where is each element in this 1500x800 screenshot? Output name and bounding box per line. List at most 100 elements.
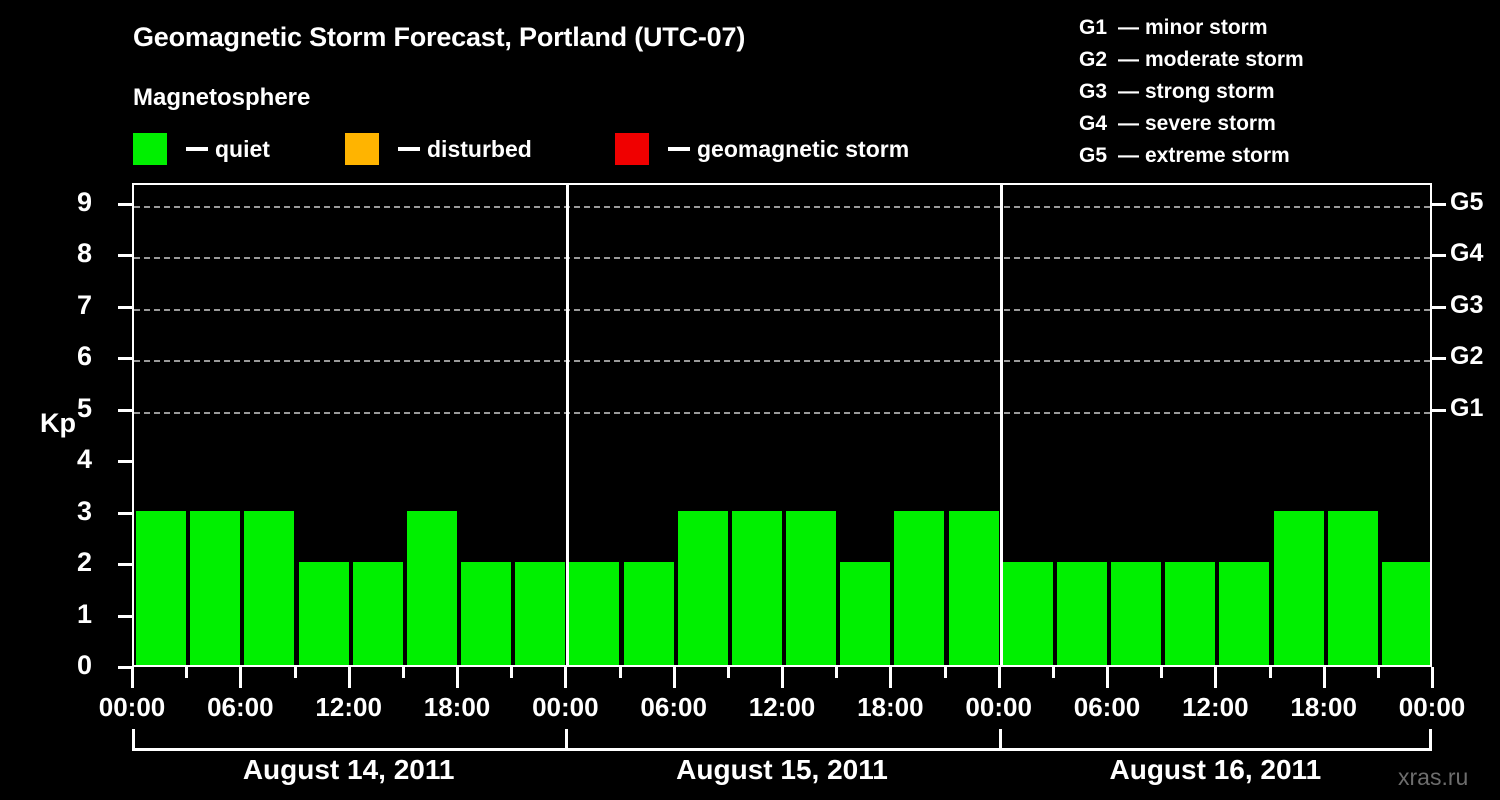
quiet-swatch	[133, 133, 167, 165]
day-bracket-tick	[565, 729, 569, 751]
g-legend-code: G5	[1079, 144, 1108, 167]
day-bracket-tick	[998, 729, 1002, 751]
y-tick-label-7: 7	[76, 289, 92, 320]
day-label: August 15, 2011	[676, 754, 888, 785]
bar-kp	[515, 562, 565, 665]
y2-tick-mark-g4	[1432, 254, 1446, 258]
g-legend-code: G3	[1079, 80, 1108, 103]
bar-kp	[299, 562, 349, 665]
day-label: August 16, 2011	[1109, 754, 1322, 785]
day-label: August 14, 2011	[242, 754, 455, 785]
page-title: Geomagnetic Storm Forecast, Portland (UT…	[133, 22, 746, 52]
day-bracket-line	[132, 748, 1432, 751]
bar-kp	[407, 510, 457, 665]
y-tick-mark-8	[118, 254, 132, 258]
y-tick-label-5: 5	[76, 392, 92, 423]
g-legend-description: strong storm	[1145, 80, 1275, 103]
gridline-kp-6	[134, 360, 1430, 363]
day-divider	[999, 185, 1003, 665]
x-tick-label: 00:00	[98, 692, 166, 722]
g-legend-code: G2	[1079, 48, 1108, 71]
bar-kp	[1328, 510, 1378, 665]
x-tick-mark-major	[672, 667, 676, 688]
y2-tick-label-g4: G4	[1450, 239, 1484, 268]
g-legend-row-g1: G1 — minor storm	[1079, 12, 1304, 44]
x-tick-mark-major	[564, 667, 568, 688]
bar-kp	[136, 510, 186, 665]
bar-kp	[1111, 562, 1161, 665]
x-tick-mark-major	[1431, 667, 1434, 688]
y-tick-mark-1	[118, 614, 132, 618]
y2-tick-mark-g5	[1432, 202, 1446, 206]
x-tick-label: 12:00	[315, 692, 382, 722]
bar-kp	[190, 510, 240, 665]
y-tick-mark-7	[118, 305, 132, 309]
x-tick-mark-minor	[510, 667, 514, 678]
y2-tick-label-g3: G3	[1450, 290, 1484, 319]
x-tick-mark-minor	[943, 667, 947, 678]
legend-label: geomagnetic storm	[697, 135, 910, 162]
bar-kp	[1057, 562, 1107, 665]
x-tick-mark-major	[997, 667, 1001, 688]
y-tick-mark-2	[118, 563, 132, 567]
y2-tick-label-g2: G2	[1450, 342, 1484, 371]
y-tick-mark-6	[118, 357, 132, 361]
y-tick-mark-0	[118, 666, 132, 669]
g-legend-description: moderate storm	[1145, 48, 1304, 71]
legend-entry-quiet: quiet	[133, 132, 270, 166]
y2-tick-mark-g3	[1432, 305, 1446, 309]
x-tick-label: 06:00	[640, 692, 707, 722]
x-tick-mark-minor	[726, 667, 730, 678]
bar-kp	[894, 510, 944, 665]
x-tick-label: 00:00	[532, 692, 599, 722]
bar-kp	[1165, 562, 1215, 665]
x-tick-mark-minor	[1051, 667, 1055, 678]
bar-kp	[786, 510, 836, 665]
g-legend-row-g4: G4 — severe storm	[1079, 108, 1304, 140]
y-tick-mark-3	[118, 511, 132, 515]
day-bracket-tick	[1429, 729, 1432, 751]
x-tick-label: 06:00	[1073, 692, 1141, 722]
geomagnetic-storm-swatch	[615, 133, 649, 165]
y-tick-label-0: 0	[76, 650, 92, 680]
x-tick-mark-major	[456, 667, 459, 688]
bar-kp	[1274, 510, 1324, 665]
plot-area	[132, 183, 1432, 667]
bar-kp	[624, 562, 674, 665]
legend-label: disturbed	[427, 135, 532, 162]
x-tick-mark-major	[1214, 667, 1218, 688]
x-tick-label: 00:00	[965, 692, 1032, 722]
x-tick-mark-minor	[1268, 667, 1272, 678]
x-tick-label: 00:00	[1398, 692, 1466, 722]
y-tick-label-9: 9	[76, 186, 92, 217]
y-tick-label-3: 3	[76, 495, 92, 526]
gridline-kp-5	[134, 411, 1430, 414]
y-tick-mark-9	[118, 202, 132, 206]
x-tick-label: 12:00	[1182, 692, 1249, 722]
bar-kp	[732, 510, 782, 665]
g-scale-legend: G1 — minor storm G2 — moderate storm G3 — strong…	[1079, 12, 1304, 172]
g-legend-row-g2: G2 — moderate storm	[1079, 44, 1304, 76]
x-tick-mark-minor	[1376, 667, 1380, 678]
y2-tick-label-g1: G1	[1450, 393, 1484, 422]
g-legend-row-g3: G3 — strong storm	[1079, 76, 1304, 108]
g-legend-description: minor storm	[1145, 16, 1268, 39]
bar-kp	[1003, 562, 1053, 665]
y-axis-label: Kp	[40, 408, 76, 438]
g-legend-dash-icon: —	[1118, 144, 1139, 167]
x-tick-mark-major	[131, 667, 134, 688]
day-bracket-tick	[132, 729, 135, 751]
legend-label: quiet	[215, 135, 270, 162]
y-tick-label-6: 6	[76, 341, 92, 372]
x-tick-mark-minor	[835, 667, 839, 678]
x-tick-mark-minor	[1160, 667, 1164, 678]
bar-kp	[461, 562, 511, 665]
g-legend-row-g5: G5 — extreme storm	[1079, 140, 1304, 172]
g-legend-code: G1	[1079, 16, 1108, 39]
bar-kp	[569, 562, 619, 665]
x-tick-mark-major	[1322, 667, 1326, 688]
gridline-kp-8	[134, 257, 1430, 260]
series-title: Magnetosphere	[133, 84, 311, 111]
x-tick-mark-minor	[293, 667, 297, 678]
